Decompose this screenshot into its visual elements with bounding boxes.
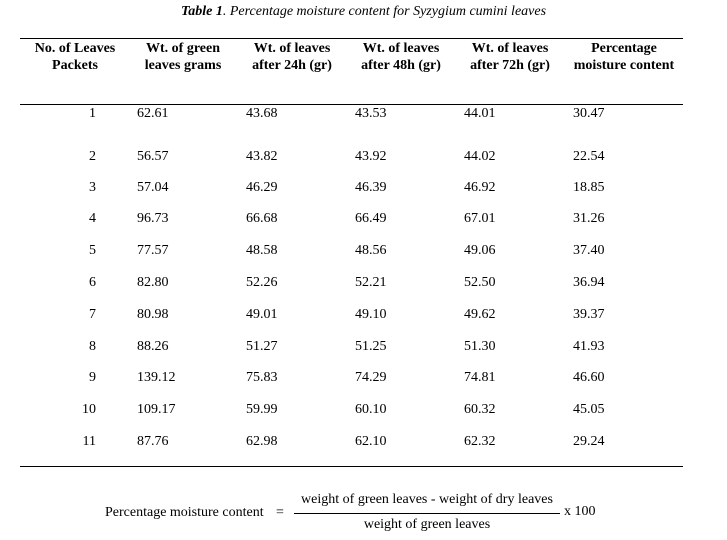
table-cell: 56.57 bbox=[137, 149, 169, 164]
formula-fraction-bar bbox=[294, 513, 560, 514]
table-cell: 80.98 bbox=[137, 307, 169, 322]
caption-label: Table 1 bbox=[180, 4, 223, 19]
table-cell: 139.12 bbox=[137, 370, 176, 385]
header-packets: No. of Leaves Packets bbox=[34, 41, 116, 73]
table-cell: 109.17 bbox=[137, 402, 176, 417]
table-cell: 62.32 bbox=[464, 434, 496, 449]
table-cell: 3 bbox=[89, 180, 96, 195]
table-cell: 62.98 bbox=[246, 434, 278, 449]
table-cell: 43.68 bbox=[246, 106, 278, 121]
header-green-weight: Wt. of green leaves grams bbox=[144, 41, 222, 73]
header-weight-48h: Wt. of leaves after 48h (gr) bbox=[361, 41, 441, 73]
table-cell: 60.32 bbox=[464, 402, 496, 417]
table-cell: 45.05 bbox=[573, 402, 605, 417]
table-row: 3 57.04 46.29 46.39 46.92 18.85 bbox=[0, 180, 727, 200]
header-moisture: Percentage moisture content bbox=[573, 41, 675, 73]
table-cell: 74.81 bbox=[464, 370, 496, 385]
table-row: 7 80.98 49.01 49.10 49.62 39.37 bbox=[0, 307, 727, 327]
table-cell: 46.39 bbox=[355, 180, 387, 195]
table-cell: 43.53 bbox=[355, 106, 387, 121]
table-cell: 51.27 bbox=[246, 339, 278, 354]
table-cell: 77.57 bbox=[137, 243, 169, 258]
table-row: 5 77.57 48.58 48.56 49.06 37.40 bbox=[0, 243, 727, 263]
formula-denominator: weight of green leaves bbox=[363, 517, 491, 532]
table-cell: 37.40 bbox=[573, 243, 605, 258]
table-cell: 62.10 bbox=[355, 434, 387, 449]
table-row: 10 109.17 59.99 60.10 60.32 45.05 bbox=[0, 402, 727, 422]
table-cell: 67.01 bbox=[464, 211, 496, 226]
table-cell: 31.26 bbox=[573, 211, 605, 226]
table-cell: 46.29 bbox=[246, 180, 278, 195]
table-cell: 74.29 bbox=[355, 370, 387, 385]
table-cell: 43.92 bbox=[355, 149, 387, 164]
table-cell: 48.56 bbox=[355, 243, 387, 258]
header-weight-24h: Wt. of leaves after 24h (gr) bbox=[252, 41, 332, 73]
table-cell: 22.54 bbox=[573, 149, 605, 164]
moisture-formula: Percentage moisture content = weight of … bbox=[0, 492, 727, 536]
table-cell: 59.99 bbox=[246, 402, 278, 417]
table-cell: 43.82 bbox=[246, 149, 278, 164]
formula-label: Percentage moisture content bbox=[105, 505, 264, 520]
table-cell: 39.37 bbox=[573, 307, 605, 322]
header-weight-72h: Wt. of leaves after 72h (gr) bbox=[470, 41, 550, 73]
table-cell: 57.04 bbox=[137, 180, 169, 195]
table-row: 9 139.12 75.83 74.29 74.81 46.60 bbox=[0, 370, 727, 390]
table-cell: 44.01 bbox=[464, 106, 496, 121]
table-cell: 60.10 bbox=[355, 402, 387, 417]
table-cell: 46.92 bbox=[464, 180, 496, 195]
table-cell: 75.83 bbox=[246, 370, 278, 385]
table-row: 2 56.57 43.82 43.92 44.02 22.54 bbox=[0, 149, 727, 169]
table-cell: 1 bbox=[89, 106, 96, 121]
table-cell: 44.02 bbox=[464, 149, 496, 164]
table-cell: 9 bbox=[89, 370, 96, 385]
table-cell: 7 bbox=[89, 307, 96, 322]
formula-multiplier: x 100 bbox=[564, 504, 596, 519]
caption-text: . Percentage moisture content for Syzygi… bbox=[222, 4, 547, 19]
table-cell: 11 bbox=[82, 434, 96, 449]
table-cell: 51.30 bbox=[464, 339, 496, 354]
table-cell: 66.49 bbox=[355, 211, 387, 226]
table-cell: 8 bbox=[89, 339, 96, 354]
table-cell: 36.94 bbox=[573, 275, 605, 290]
table-cell: 18.85 bbox=[573, 180, 605, 195]
table-cell: 49.10 bbox=[355, 307, 387, 322]
table-cell: 66.68 bbox=[246, 211, 278, 226]
table-cell: 29.24 bbox=[573, 434, 605, 449]
table-cell: 10 bbox=[82, 402, 96, 417]
formula-equals: = bbox=[276, 505, 284, 520]
table-cell: 4 bbox=[89, 211, 96, 226]
header-bottom-rule bbox=[20, 104, 683, 105]
table-row: 11 87.76 62.98 62.10 62.32 29.24 bbox=[0, 434, 727, 454]
table-cell: 62.61 bbox=[137, 106, 169, 121]
table-cell: 52.21 bbox=[355, 275, 387, 290]
table-cell: 30.47 bbox=[573, 106, 605, 121]
table-top-rule bbox=[20, 38, 683, 39]
table-cell: 49.01 bbox=[246, 307, 278, 322]
table-cell: 88.26 bbox=[137, 339, 169, 354]
table-caption: Table 1. Percentage moisture content for… bbox=[0, 4, 727, 20]
table-cell: 48.58 bbox=[246, 243, 278, 258]
table-cell: 82.80 bbox=[137, 275, 169, 290]
table-cell: 49.06 bbox=[464, 243, 496, 258]
table-cell: 2 bbox=[89, 149, 96, 164]
table-cell: 87.76 bbox=[137, 434, 169, 449]
table-cell: 96.73 bbox=[137, 211, 169, 226]
table-cell: 46.60 bbox=[573, 370, 605, 385]
table-cell: 51.25 bbox=[355, 339, 387, 354]
table-cell: 5 bbox=[89, 243, 96, 258]
table-cell: 52.50 bbox=[464, 275, 496, 290]
table-cell: 6 bbox=[89, 275, 96, 290]
table-row: 8 88.26 51.27 51.25 51.30 41.93 bbox=[0, 339, 727, 359]
table-bottom-rule bbox=[20, 466, 683, 467]
table-cell: 49.62 bbox=[464, 307, 496, 322]
table-row: 4 96.73 66.68 66.49 67.01 31.26 bbox=[0, 211, 727, 231]
table-row: 6 82.80 52.26 52.21 52.50 36.94 bbox=[0, 275, 727, 295]
table-row: 1 62.61 43.68 43.53 44.01 30.47 bbox=[0, 106, 727, 126]
table-cell: 41.93 bbox=[573, 339, 605, 354]
table-cell: 52.26 bbox=[246, 275, 278, 290]
formula-numerator: weight of green leaves - weight of dry l… bbox=[301, 492, 553, 507]
